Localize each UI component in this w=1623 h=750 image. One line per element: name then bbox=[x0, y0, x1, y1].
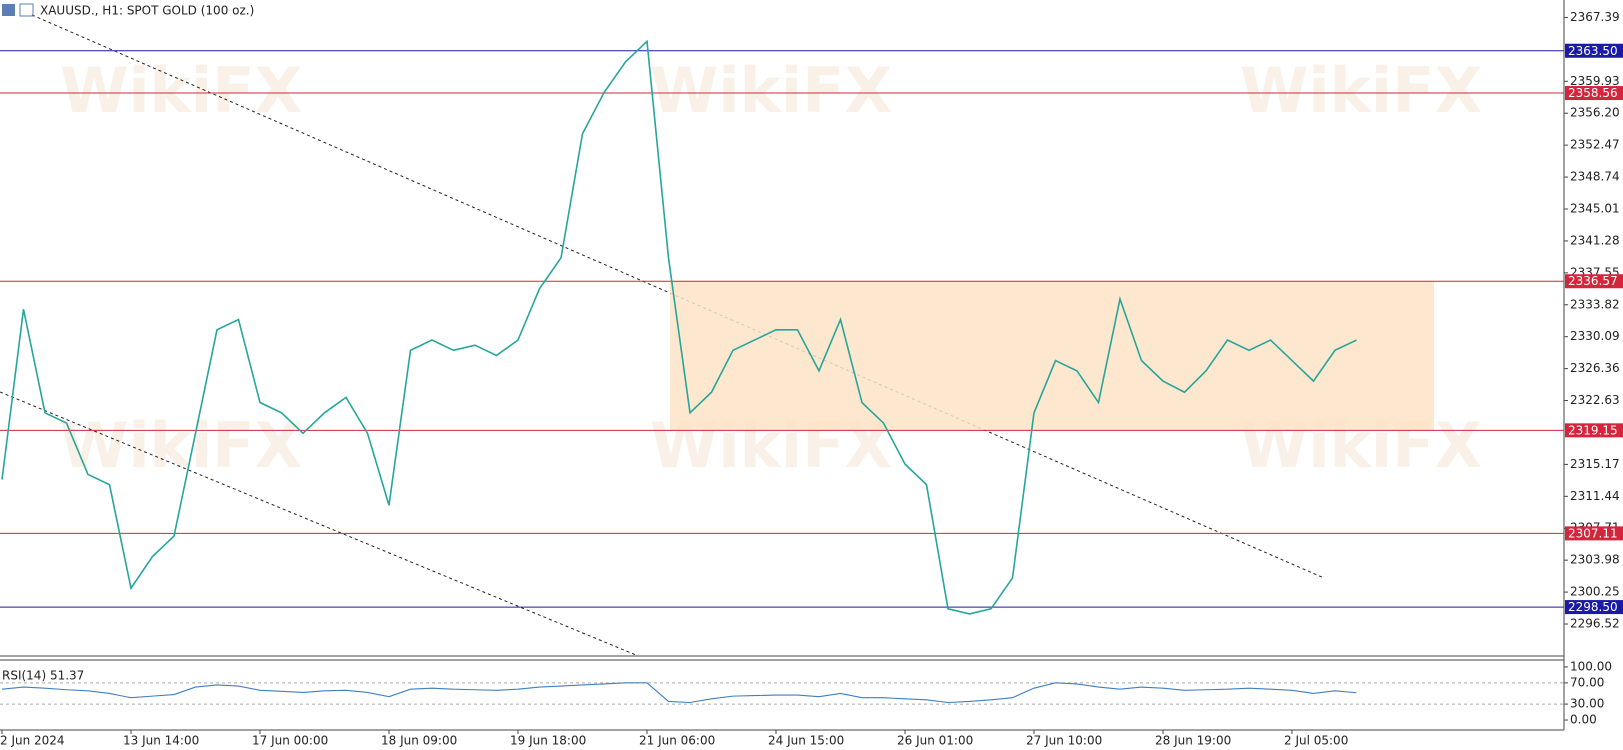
watermark: WikiFX bbox=[650, 54, 892, 127]
y-tick-label: 2345.01 bbox=[1570, 202, 1620, 216]
icon bbox=[2, 4, 15, 16]
x-tick-label: 2 Jun 2024 bbox=[0, 734, 65, 748]
y-tick-label: 2359.93 bbox=[1570, 74, 1620, 88]
level-label-box bbox=[1565, 423, 1623, 438]
level-label-box bbox=[1565, 43, 1623, 58]
x-tick-label: 19 Jun 18:00 bbox=[510, 734, 586, 748]
watermark: WikiFX bbox=[60, 54, 302, 127]
y-tick-label: 100.00 bbox=[1570, 659, 1612, 673]
y-tick-label: 2330.09 bbox=[1570, 329, 1620, 343]
level-label: 2358.56 bbox=[1568, 86, 1618, 100]
level-label: 2336.57 bbox=[1568, 274, 1618, 288]
y-tick-label: 2352.47 bbox=[1570, 138, 1620, 152]
level-label-box bbox=[1565, 600, 1623, 615]
y-tick-label: 2348.74 bbox=[1570, 170, 1620, 184]
x-tick-label: 21 Jun 06:00 bbox=[639, 734, 715, 748]
y-tick-label: 2296.52 bbox=[1570, 617, 1620, 631]
watermark: WikiFX bbox=[60, 409, 302, 482]
y-tick-label: 2367.39 bbox=[1570, 10, 1620, 24]
y-tick-label: 0.00 bbox=[1570, 713, 1597, 727]
x-tick-label: 18 Jun 09:00 bbox=[381, 734, 457, 748]
y-tick-label: 2303.98 bbox=[1570, 553, 1620, 567]
y-tick-label: 2311.44 bbox=[1570, 489, 1620, 503]
y-tick-label: 2333.82 bbox=[1570, 297, 1620, 311]
x-tick-label: 17 Jun 00:00 bbox=[252, 734, 328, 748]
price-line bbox=[1, 39, 1357, 615]
price-line bbox=[1, 682, 1357, 704]
y-tick-label: 2300.25 bbox=[1570, 585, 1620, 599]
y-tick-label: 70.00 bbox=[1570, 675, 1604, 689]
watermark: WikiFX bbox=[1240, 54, 1482, 127]
x-tick-label: 27 Jun 10:00 bbox=[1026, 734, 1102, 748]
y-tick-label: 2356.20 bbox=[1570, 106, 1620, 120]
x-tick-label: 2 Jul 05:00 bbox=[1284, 734, 1348, 748]
y-tick-label: 2326.36 bbox=[1570, 361, 1620, 375]
trend-line bbox=[0, 391, 637, 656]
x-tick-label: 13 Jun 14:00 bbox=[123, 734, 199, 748]
level-label: 2319.15 bbox=[1568, 423, 1618, 437]
x-tick-label: 28 Jun 19:00 bbox=[1155, 734, 1231, 748]
level-label: 2298.50 bbox=[1568, 600, 1618, 614]
level-label-box bbox=[1565, 274, 1623, 289]
rsi-title: RSI(14) 51.37 bbox=[2, 669, 84, 683]
x-tick-label: 26 Jun 01:00 bbox=[897, 734, 973, 748]
x-tick-label: 24 Jun 15:00 bbox=[768, 734, 844, 748]
level-label-box bbox=[1565, 86, 1623, 101]
level-label: 2307.11 bbox=[1568, 526, 1618, 540]
level-label: 2363.50 bbox=[1568, 44, 1618, 58]
y-tick-label: 30.00 bbox=[1570, 697, 1604, 711]
y-tick-label: 2322.63 bbox=[1570, 393, 1620, 407]
chart-title: XAUUSD., H1: SPOT GOLD (100 oz.) bbox=[40, 4, 254, 18]
y-tick-label: 2315.17 bbox=[1570, 457, 1620, 471]
range-box bbox=[670, 281, 1434, 431]
level-label-box bbox=[1565, 526, 1623, 541]
y-tick-label: 2341.28 bbox=[1570, 233, 1620, 247]
icon bbox=[19, 3, 34, 17]
